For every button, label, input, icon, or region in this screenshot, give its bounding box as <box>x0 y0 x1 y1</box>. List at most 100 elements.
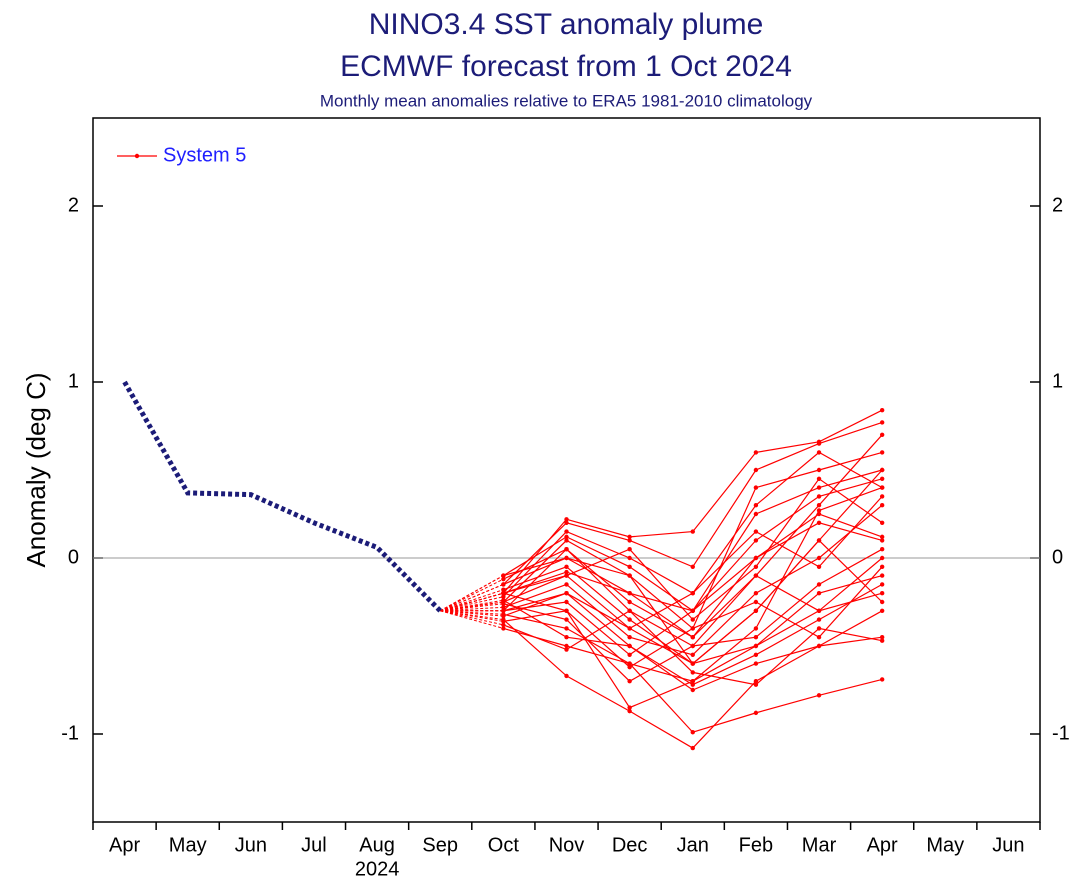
member-point <box>816 467 822 473</box>
member-point <box>879 599 885 605</box>
member-point <box>564 635 569 640</box>
x-tick-label: Aug <box>359 834 395 856</box>
member-point <box>501 598 506 603</box>
fan-segment <box>440 596 504 612</box>
x-tick-label: Apr <box>109 834 140 856</box>
fan-segment <box>440 610 504 629</box>
member-point <box>879 608 885 613</box>
fan-segment <box>440 606 504 612</box>
member-point <box>816 508 822 513</box>
member-point <box>690 687 695 693</box>
y-tick-label: 0 <box>1052 546 1063 568</box>
member-line <box>503 469 883 612</box>
member-point <box>879 677 885 682</box>
member-point <box>501 622 506 628</box>
member-point <box>816 693 822 698</box>
legend-label: System 5 <box>163 144 246 166</box>
member-point <box>627 617 632 622</box>
member-point <box>816 520 822 525</box>
member-point <box>564 564 569 569</box>
x-tick-label: Oct <box>488 834 520 856</box>
x-tick-label: Jun <box>992 834 1024 856</box>
member-point <box>753 467 759 473</box>
member-point <box>690 670 695 675</box>
member-point <box>627 705 632 710</box>
member-point <box>564 520 569 525</box>
member-point <box>816 617 822 622</box>
member-point <box>816 503 822 508</box>
member-point <box>753 564 759 569</box>
member-point <box>879 538 885 543</box>
member-point <box>753 485 759 490</box>
member-point <box>564 608 569 613</box>
member-point <box>564 517 569 522</box>
member-line <box>503 477 883 621</box>
member-point <box>879 494 885 499</box>
chart-title: ECMWF forecast from 1 Oct 2024 <box>340 50 792 83</box>
legend-point <box>134 153 140 159</box>
member-point <box>816 511 822 517</box>
member-point <box>879 432 885 437</box>
member-point <box>564 673 569 679</box>
member-point <box>690 661 695 666</box>
observed-line <box>122 380 443 613</box>
member-point <box>816 450 822 455</box>
member-point <box>690 626 695 631</box>
member-point <box>879 591 885 596</box>
member-point <box>753 538 759 543</box>
member-point <box>690 745 695 751</box>
member-point <box>879 520 885 525</box>
member-point <box>564 591 569 596</box>
member-point <box>816 441 822 446</box>
member-point <box>627 599 632 605</box>
member-point <box>753 511 759 517</box>
member-point <box>690 529 695 534</box>
fan-segment <box>440 592 504 612</box>
member-point <box>753 682 759 687</box>
member-point <box>879 582 885 587</box>
year-label: 2024 <box>355 858 400 880</box>
member-point <box>753 503 759 508</box>
member-point <box>816 591 822 596</box>
member-point <box>879 485 885 490</box>
member-point <box>501 613 506 619</box>
member-point <box>564 647 569 652</box>
y-tick-label: 2 <box>1052 194 1063 216</box>
x-tick-label: Apr <box>867 834 898 856</box>
member-point <box>564 626 569 631</box>
plot-frame <box>92 117 1041 823</box>
member-point <box>753 573 759 578</box>
member-point <box>564 534 569 540</box>
member-line <box>503 504 883 656</box>
member-point <box>753 599 759 605</box>
chart-title: NINO3.4 SST anomaly plume <box>369 8 764 41</box>
member-point <box>501 576 506 582</box>
fan-segment <box>440 599 504 612</box>
x-tick-label: Jan <box>677 834 709 856</box>
member-point <box>564 547 569 552</box>
member-point <box>753 591 759 596</box>
member-point <box>816 582 822 587</box>
y-axis-label: Anomaly (deg C) <box>21 372 51 567</box>
member-point <box>501 582 506 587</box>
fan-segment <box>440 583 504 612</box>
member-point <box>501 594 506 599</box>
y-tick-label: 2 <box>68 194 79 216</box>
member-line <box>503 566 883 668</box>
member-point <box>879 635 885 640</box>
member-point <box>564 582 569 587</box>
member-point <box>690 635 695 640</box>
x-tick-label: Jul <box>301 834 327 856</box>
member-point <box>564 569 569 575</box>
member-point <box>564 617 569 622</box>
member-point <box>501 619 506 624</box>
member-point <box>564 643 569 649</box>
y-tick-label: -1 <box>1052 722 1070 744</box>
x-tick-label: Nov <box>549 834 585 856</box>
member-point <box>564 555 569 561</box>
member-point <box>753 643 759 649</box>
fan-segment <box>439 575 504 612</box>
member-point <box>879 534 885 540</box>
y-tick-label: -1 <box>61 722 79 744</box>
